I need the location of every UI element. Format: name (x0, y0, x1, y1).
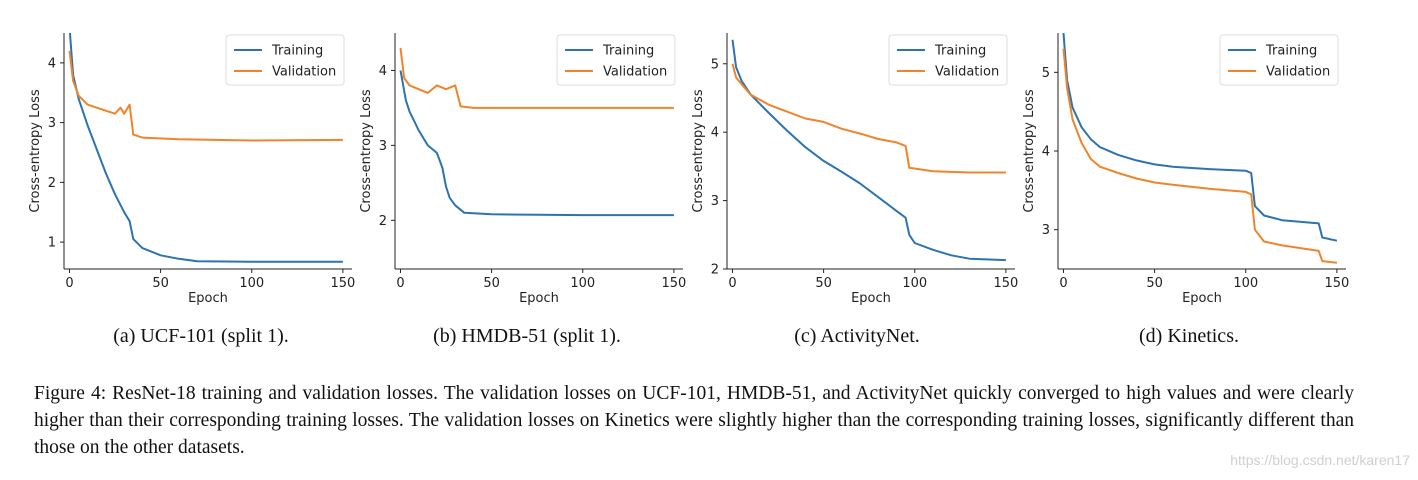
x-tick-label: 100 (902, 276, 927, 291)
legend-box (1219, 34, 1339, 86)
y-tick-label: 3 (48, 116, 56, 131)
legend-label-validation: Validation (603, 65, 667, 80)
legend-label-validation: Validation (935, 65, 999, 80)
series-line-training (399, 70, 674, 217)
subcaption-b: (b) HMDB-51 (split 1). (433, 325, 621, 347)
x-axis-title: Epoch (1182, 291, 1222, 306)
figure-caption: Figure 4: ResNet-18 training and validat… (34, 383, 1354, 458)
x-tick-label: 100 (570, 276, 595, 291)
y-tick-label: 2 (711, 263, 719, 278)
y-axis-title: Cross-entropy Loss (691, 89, 706, 212)
x-tick-label: 0 (728, 276, 736, 291)
y-tick-label: 5 (1042, 66, 1050, 81)
x-tick-label: 100 (1233, 276, 1258, 291)
x-tick-label: 50 (815, 276, 832, 291)
y-tick-label: 3 (711, 194, 719, 209)
watermark-text: https://blog.csdn.net/karen17 (1230, 452, 1410, 468)
y-tick-label: 2 (379, 214, 387, 229)
x-tick-label: 150 (661, 276, 686, 291)
legend-box (556, 34, 676, 86)
x-tick-label: 100 (239, 276, 264, 291)
y-axis-title: Cross-entropy Loss (1022, 89, 1037, 212)
series-line-validation (68, 50, 343, 142)
y-tick-label: 4 (711, 126, 719, 141)
x-tick-label: 50 (152, 276, 169, 291)
legend-label-training: Training (602, 44, 654, 59)
series-line-validation (731, 63, 1006, 174)
y-tick-label: 3 (1042, 223, 1050, 238)
series-line-training (68, 33, 343, 263)
y-tick-label: 3 (379, 139, 387, 154)
legend-box (225, 34, 345, 86)
y-tick-label: 4 (48, 56, 56, 71)
legend-box (888, 34, 1008, 86)
subcaption-c: (c) ActivityNet. (794, 325, 920, 347)
series-line-validation (399, 47, 674, 109)
legend-label-validation: Validation (272, 65, 336, 80)
x-axis-title: Epoch (188, 291, 228, 306)
series-line-training (1062, 33, 1338, 242)
legend-label-training: Training (934, 44, 986, 59)
y-tick-label: 1 (48, 236, 56, 251)
x-tick-label: 0 (65, 276, 73, 291)
legend-label-training: Training (271, 44, 323, 59)
x-tick-label: 150 (330, 276, 355, 291)
chart-panel-1: 0 50 100 150 2 3 4 Epoch Cross-entropy Loss Train… (359, 33, 686, 306)
x-axis-title: Epoch (519, 291, 559, 306)
y-axis-title: Cross-entropy Loss (28, 89, 43, 212)
chart-panel-2: 0 50 100 150 2 3 4 5 Epoch Cross-entropy Loss Trai… (691, 33, 1018, 306)
x-tick-label: 50 (483, 276, 500, 291)
subcaption-d: (d) Kinetics. (1139, 325, 1239, 347)
series-line-validation (1062, 48, 1338, 264)
legend-label-training: Training (1265, 44, 1317, 59)
y-tick-label: 5 (711, 57, 719, 72)
y-tick-label: 4 (379, 64, 387, 79)
y-tick-label: 4 (1042, 145, 1050, 160)
x-tick-label: 0 (1059, 276, 1067, 291)
y-axis-title: Cross-entropy Loss (359, 89, 374, 212)
subcaption-a: (a) UCF-101 (split 1). (113, 325, 289, 347)
legend-label-validation: Validation (1266, 65, 1330, 80)
chart-panel-0: 0 50 100 150 1 2 3 4 Epoch Cross-entropy Loss Trai… (28, 33, 355, 306)
x-tick-label: 150 (1324, 276, 1349, 291)
chart-panel-3: 0 50 100 150 3 4 5 Epoch Cross-entropy Loss Train… (1022, 33, 1349, 306)
x-tick-label: 50 (1146, 276, 1163, 291)
x-axis-title: Epoch (851, 291, 891, 306)
y-tick-label: 2 (48, 176, 56, 191)
x-tick-label: 0 (396, 276, 404, 291)
x-tick-label: 150 (993, 276, 1018, 291)
